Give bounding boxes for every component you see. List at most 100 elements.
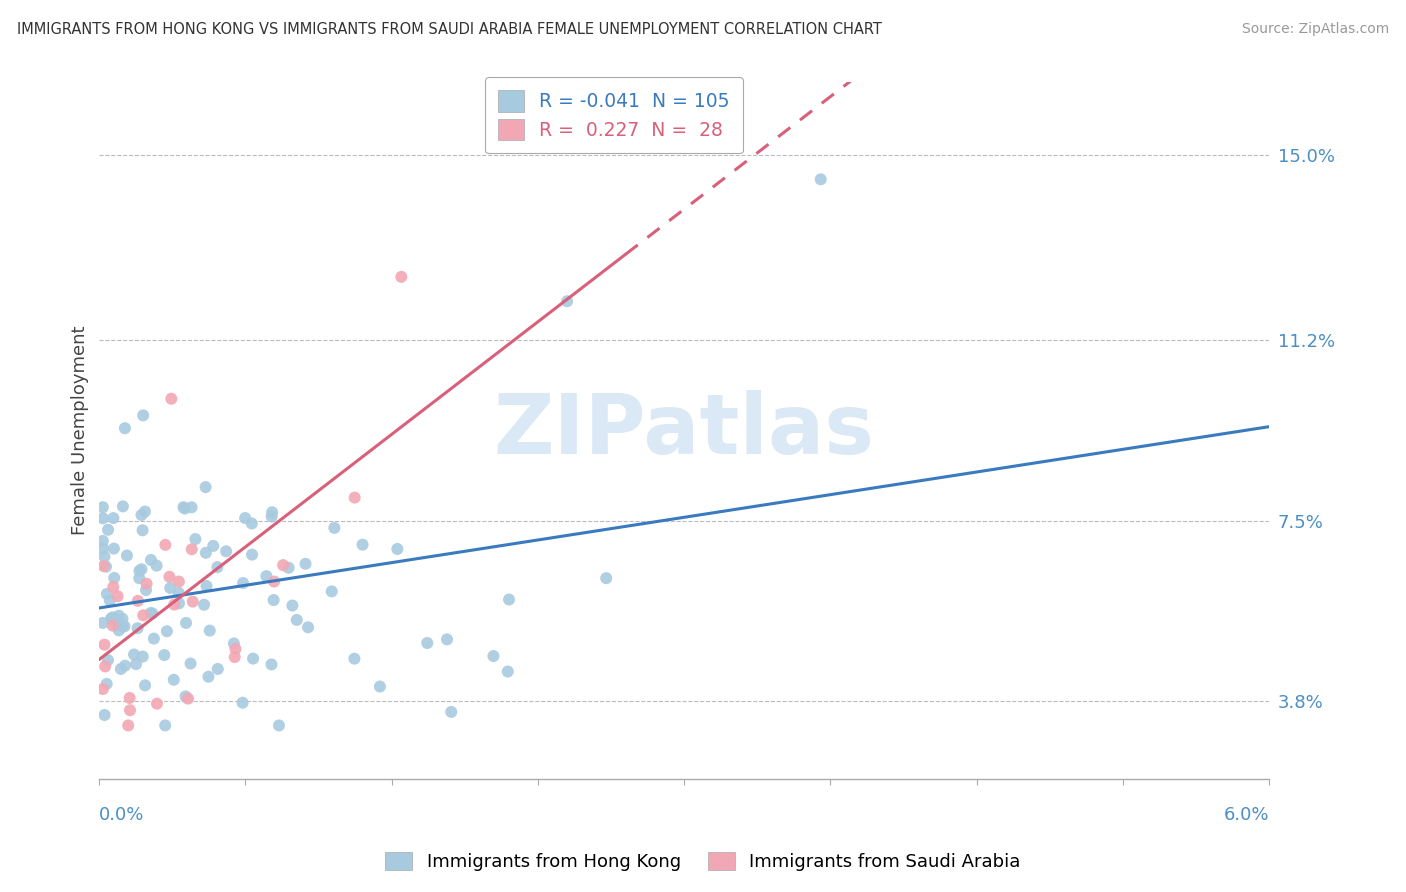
Text: 6.0%: 6.0%	[1223, 805, 1270, 824]
Text: IMMIGRANTS FROM HONG KONG VS IMMIGRANTS FROM SAUDI ARABIA FEMALE UNEMPLOYMENT CO: IMMIGRANTS FROM HONG KONG VS IMMIGRANTS …	[17, 22, 882, 37]
Point	[436, 632, 458, 647]
Point	[321, 584, 343, 599]
Point	[194, 546, 217, 560]
Point	[197, 670, 219, 684]
Point	[135, 576, 157, 591]
Point	[174, 690, 197, 704]
Point	[163, 673, 186, 687]
Text: Source: ZipAtlas.com: Source: ZipAtlas.com	[1241, 22, 1389, 37]
Point	[496, 665, 519, 679]
Point	[103, 580, 125, 594]
Legend: R = -0.041  N = 105, R =  0.227  N =  28: R = -0.041 N = 105, R = 0.227 N = 28	[485, 78, 742, 153]
Point	[103, 541, 125, 556]
Point	[174, 501, 197, 516]
Point	[482, 648, 505, 663]
Point	[94, 659, 117, 673]
Point	[277, 561, 299, 575]
Point	[224, 650, 246, 665]
Point	[111, 500, 134, 514]
Point	[215, 544, 238, 558]
Point	[110, 662, 132, 676]
Point	[139, 553, 162, 567]
Point	[159, 581, 181, 595]
Point	[160, 392, 183, 406]
Legend: Immigrants from Hong Kong, Immigrants from Saudi Arabia: Immigrants from Hong Kong, Immigrants fr…	[378, 845, 1028, 879]
Point	[242, 651, 264, 665]
Point	[108, 624, 131, 638]
Point	[555, 294, 578, 309]
Point	[125, 657, 148, 671]
Point	[127, 594, 149, 608]
Point	[132, 608, 155, 623]
Point	[193, 598, 215, 612]
Point	[97, 653, 120, 667]
Point	[224, 641, 246, 656]
Point	[93, 708, 115, 723]
Point	[115, 549, 138, 563]
Point	[368, 680, 391, 694]
Point	[135, 582, 157, 597]
Point	[167, 586, 190, 600]
Point	[177, 691, 200, 706]
Point	[167, 596, 190, 610]
Point	[105, 614, 128, 628]
Point	[131, 508, 153, 522]
Point	[131, 523, 153, 537]
Point	[343, 491, 366, 505]
Point	[105, 618, 128, 632]
Point	[153, 648, 176, 662]
Point	[285, 613, 308, 627]
Point	[181, 594, 204, 608]
Point	[254, 569, 277, 583]
Point	[173, 500, 195, 515]
Point	[202, 539, 225, 553]
Point	[294, 557, 316, 571]
Point	[114, 619, 136, 633]
Point	[157, 570, 180, 584]
Point	[222, 636, 245, 650]
Point	[122, 648, 145, 662]
Point	[91, 533, 114, 548]
Point	[180, 657, 202, 671]
Point	[260, 657, 283, 672]
Point	[180, 500, 202, 515]
Point	[98, 593, 121, 607]
Point	[260, 509, 283, 524]
Point	[595, 571, 617, 585]
Point	[387, 541, 409, 556]
Point	[111, 619, 134, 633]
Point	[103, 511, 125, 525]
Point	[232, 576, 254, 591]
Point	[97, 523, 120, 537]
Point	[93, 638, 115, 652]
Point	[153, 718, 176, 732]
Point	[207, 560, 229, 574]
Point	[145, 558, 167, 573]
Point	[117, 718, 139, 732]
Point	[93, 559, 115, 574]
Point	[233, 511, 256, 525]
Point	[101, 610, 124, 624]
Point	[240, 548, 263, 562]
Point	[118, 703, 141, 717]
Point	[194, 480, 217, 494]
Point	[167, 574, 190, 589]
Point	[263, 593, 285, 607]
Point	[114, 658, 136, 673]
Point	[163, 598, 186, 612]
Y-axis label: Female Unemployment: Female Unemployment	[72, 326, 89, 535]
Point	[343, 651, 366, 665]
Point	[111, 612, 134, 626]
Point	[174, 615, 197, 630]
Point	[389, 269, 412, 284]
Point	[127, 621, 149, 635]
Point	[267, 718, 290, 732]
Point	[108, 608, 131, 623]
Point	[96, 587, 118, 601]
Point	[146, 697, 169, 711]
Point	[271, 558, 294, 573]
Point	[142, 632, 165, 646]
Point	[114, 421, 136, 435]
Point	[91, 541, 114, 556]
Point	[810, 172, 832, 186]
